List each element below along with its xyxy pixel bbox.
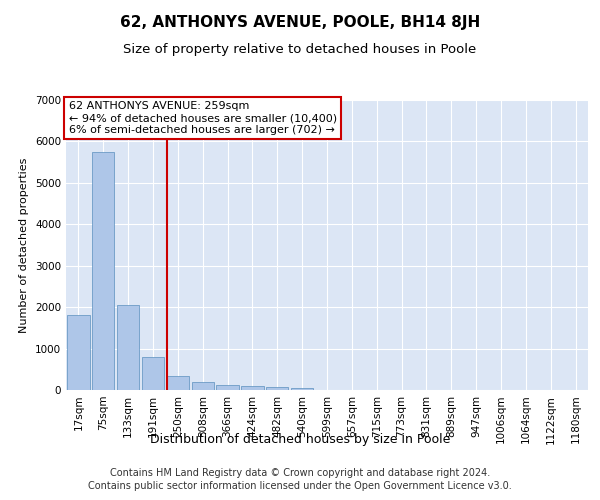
Bar [291, 388, 313, 390]
Text: Size of property relative to detached houses in Poole: Size of property relative to detached ho… [124, 42, 476, 56]
Bar [142, 357, 164, 390]
Text: Contains HM Land Registry data © Crown copyright and database right 2024.: Contains HM Land Registry data © Crown c… [110, 468, 490, 477]
Bar [167, 376, 189, 390]
Bar [67, 316, 89, 390]
Text: Distribution of detached houses by size in Poole: Distribution of detached houses by size … [150, 432, 450, 446]
Bar [191, 382, 214, 390]
Bar [217, 384, 239, 390]
Text: Contains public sector information licensed under the Open Government Licence v3: Contains public sector information licen… [88, 481, 512, 491]
Bar [117, 305, 139, 390]
Bar [92, 152, 115, 390]
Bar [241, 386, 263, 390]
Text: 62, ANTHONYS AVENUE, POOLE, BH14 8JH: 62, ANTHONYS AVENUE, POOLE, BH14 8JH [120, 15, 480, 30]
Text: 62 ANTHONYS AVENUE: 259sqm
← 94% of detached houses are smaller (10,400)
6% of s: 62 ANTHONYS AVENUE: 259sqm ← 94% of deta… [68, 102, 337, 134]
Y-axis label: Number of detached properties: Number of detached properties [19, 158, 29, 332]
Bar [266, 388, 289, 390]
